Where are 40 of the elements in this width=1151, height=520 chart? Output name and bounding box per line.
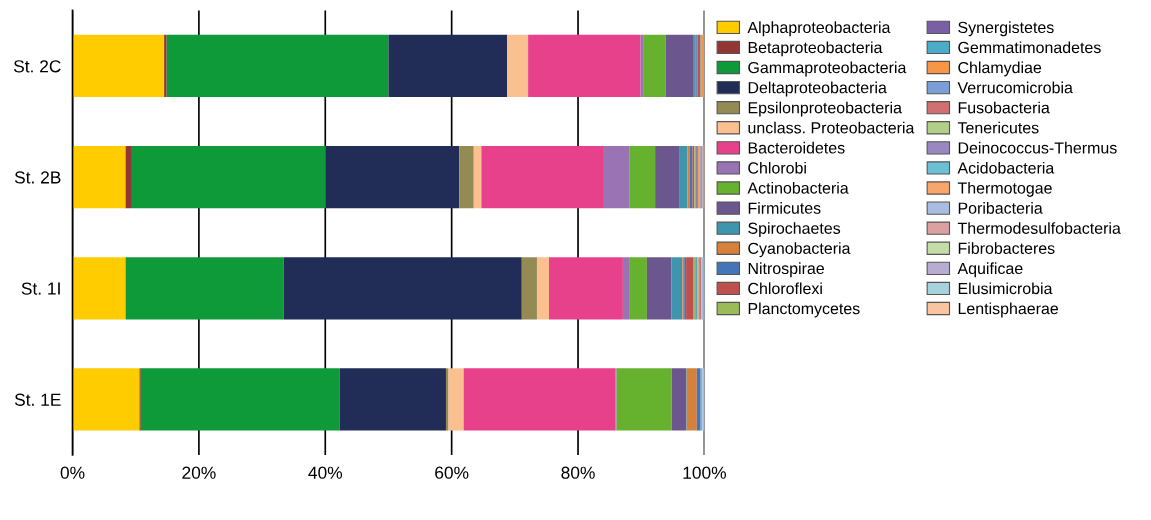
x-tick-label: 100% <box>683 466 726 479</box>
legend-label: Thermodesulfobacteria <box>957 222 1121 234</box>
legend-label: Lentisphaerae <box>958 302 1059 318</box>
legend-label: Chlorobi <box>748 161 806 174</box>
legend-label: Gammaproteobacteria <box>748 61 907 77</box>
legend-label: Betaproteobacteria <box>748 41 883 57</box>
x-tick-label: 0% <box>60 466 85 479</box>
legend-label: Deinococcus-Thermus <box>958 141 1117 154</box>
legend-label: Acidobacteria <box>957 161 1055 174</box>
legend-label: Elusimicrobia <box>958 282 1053 295</box>
legend-label: Gemmatimonadetes <box>958 41 1101 54</box>
legend-label: Spirochaetes <box>748 222 841 238</box>
legend-label: Nitrospirae <box>748 262 824 278</box>
legend-label: Deltaproteobacteria <box>748 81 887 97</box>
legend-label: Fusobacteria <box>958 101 1050 114</box>
legend-label: Thermotogae <box>957 182 1052 197</box>
legend-label: Alphaproteobacteria <box>747 21 891 37</box>
x-tick-label: 40% <box>308 466 343 479</box>
legend-label: Cyanobacteria <box>748 242 851 258</box>
legend-label: Tenericutes <box>957 121 1039 134</box>
y-tick-label: St. 1I <box>21 282 60 295</box>
legend-label: Bacteroidetes <box>748 141 845 154</box>
x-tick-label: 80% <box>561 466 595 479</box>
y-tick-label: St. 1E <box>14 393 61 406</box>
legend-label: Chlamydiae <box>958 61 1042 77</box>
legend-label: Epsilonproteobacteria <box>748 101 902 117</box>
y-tick-label: St. 2B <box>14 171 61 184</box>
legend-label: Poribacteria <box>958 202 1043 214</box>
x-tick-label: 60% <box>435 466 469 479</box>
y-tick-label: St. 2C <box>13 60 61 73</box>
x-tick-label: 20% <box>182 466 216 479</box>
legend-label: Chloroflexi <box>748 282 822 295</box>
legend-label: Fibrobacteres <box>958 242 1055 254</box>
legend-label: Firmicutes <box>748 202 821 214</box>
legend-label: Synergistetes <box>958 21 1054 37</box>
legend-label: Actinobacteria <box>747 182 849 194</box>
legend-label: Aquificae <box>957 262 1023 278</box>
legend-label: Planctomycetes <box>748 302 860 318</box>
legend-label: unclass. Proteobacteria <box>748 121 915 134</box>
legend-label: Verrucomicrobia <box>957 81 1073 94</box>
